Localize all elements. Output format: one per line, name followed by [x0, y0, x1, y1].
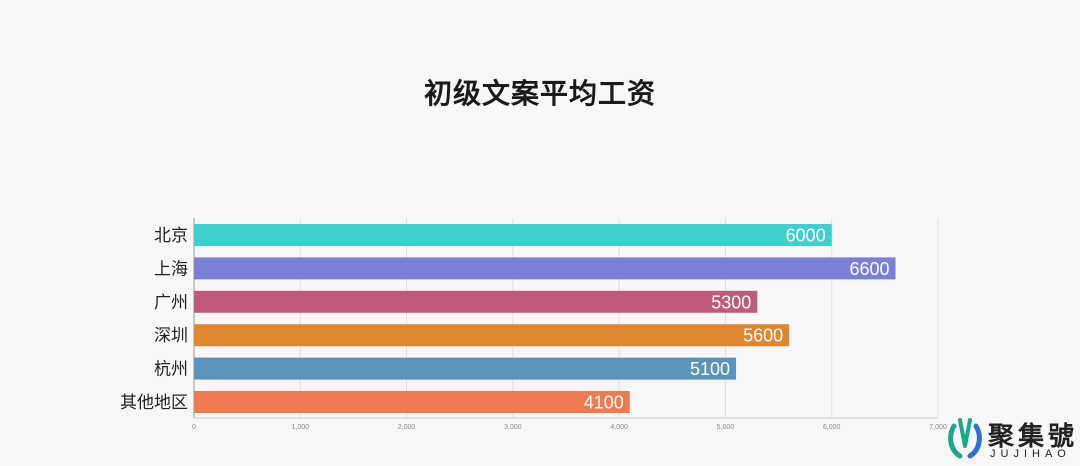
- x-tick-label: 6,000: [823, 424, 841, 431]
- watermark-name-en: JUJIHAO: [990, 448, 1071, 460]
- category-label: 其他地区: [120, 393, 188, 413]
- category-label: 北京: [154, 226, 188, 246]
- bar: [194, 257, 896, 280]
- bar-value-label: 6000: [786, 226, 826, 246]
- category-label: 上海: [154, 259, 188, 279]
- chart-title: 初级文案平均工资: [423, 77, 656, 110]
- x-tick-label: 0: [192, 424, 196, 431]
- watermark-name-cn: 聚集號: [988, 422, 1079, 452]
- x-tick-label: 3,000: [504, 424, 522, 431]
- x-tick-label: 5,000: [717, 424, 735, 431]
- category-label: 深圳: [154, 326, 188, 346]
- category-label: 广州: [154, 293, 188, 313]
- bar-value-label: 5300: [711, 292, 751, 312]
- bar-value-label: 5100: [690, 359, 730, 379]
- bar-value-label: 6600: [849, 259, 889, 279]
- x-tick-label: 4,000: [610, 424, 628, 431]
- bar: [194, 324, 790, 347]
- bar-value-label: 4100: [584, 393, 624, 413]
- bar: [194, 391, 630, 413]
- grid-lines: [193, 218, 939, 419]
- bar-value-label: 5600: [743, 326, 783, 346]
- jujihao-logo-icon: [948, 418, 982, 459]
- x-tick-label: 7,000: [929, 424, 947, 431]
- bar: [194, 224, 832, 246]
- bars: 6000 6600 5300 5600 5100 4100: [194, 224, 896, 413]
- category-label: 杭州: [154, 360, 188, 380]
- x-axis-ticks: 0 1,000 2,000 3,000 4,000 5,000 6,000 7,000: [192, 424, 947, 431]
- x-tick-label: 2,000: [398, 424, 416, 431]
- bar: [194, 357, 737, 380]
- x-tick-label: 1,000: [292, 424, 310, 431]
- watermark-logo: 聚集號 JUJIHAO: [940, 410, 1080, 466]
- bar: [194, 290, 758, 313]
